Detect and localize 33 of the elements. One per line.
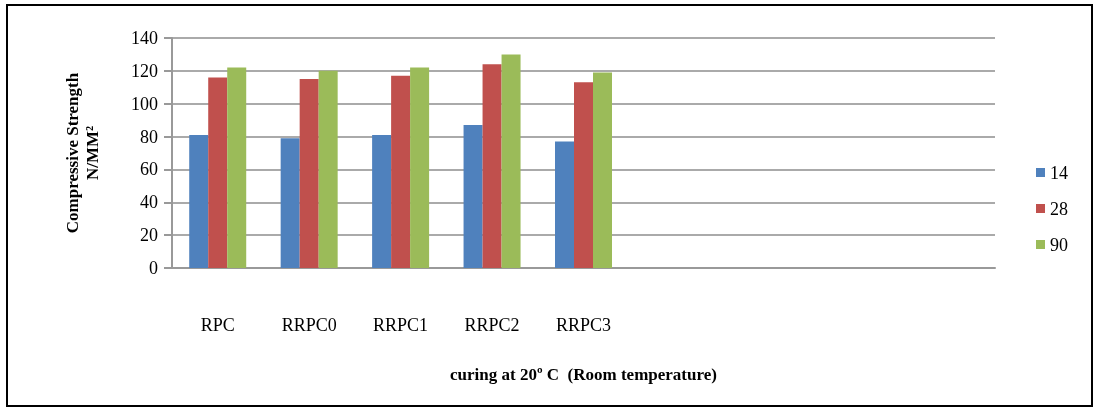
bar <box>410 67 430 268</box>
x-tick-label: RPC <box>200 315 235 335</box>
y-tick-label: 0 <box>149 258 158 278</box>
bar <box>318 70 338 268</box>
x-tick-label: RRPC3 <box>555 315 612 335</box>
bar <box>391 75 411 268</box>
y-tick-label: 140 <box>131 28 158 48</box>
bar <box>501 54 521 268</box>
bar <box>463 125 483 268</box>
y-axis-title: Compressive Strength N/MM² <box>62 72 102 234</box>
bar <box>574 82 593 268</box>
x-axis-title: curing at 20º C (Room temperature) <box>450 365 717 384</box>
bar <box>280 138 300 268</box>
legend-label: 14 <box>1050 162 1068 183</box>
y-tick-label: 120 <box>131 60 158 81</box>
y-tick-label: 20 <box>140 225 158 246</box>
legend-label: 90 <box>1050 234 1068 255</box>
bar <box>208 77 228 268</box>
x-tick-label: RRPC1 <box>373 315 429 335</box>
x-tick-label: RRPC0 <box>281 315 337 335</box>
bar <box>555 141 574 268</box>
bar <box>372 134 392 268</box>
bar <box>299 79 319 268</box>
y-tick-label: 80 <box>140 126 158 147</box>
bar <box>189 134 209 268</box>
x-tick-label: RRPC2 <box>464 315 520 335</box>
bar <box>482 64 502 268</box>
y-tick-label: 60 <box>140 159 158 180</box>
y-tick-label: 40 <box>140 192 158 213</box>
bar <box>227 67 247 268</box>
y-tick-label: 100 <box>131 93 158 114</box>
bar <box>593 72 612 268</box>
legend-label: 28 <box>1050 198 1068 219</box>
